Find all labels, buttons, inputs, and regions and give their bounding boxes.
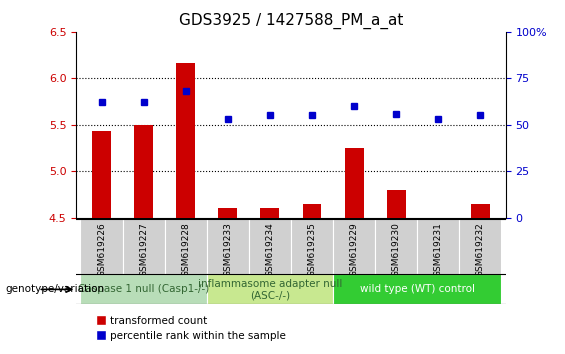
Bar	[134, 125, 153, 218]
Text: GSM619226: GSM619226	[97, 222, 106, 277]
Text: GSM619228: GSM619228	[181, 222, 190, 277]
Bar	[459, 219, 502, 274]
Bar	[164, 219, 207, 274]
Bar	[207, 274, 333, 304]
Text: GSM619230: GSM619230	[392, 222, 401, 277]
Text: wild type (WT) control: wild type (WT) control	[360, 284, 475, 295]
Text: genotype/variation: genotype/variation	[6, 284, 105, 295]
Text: GSM619233: GSM619233	[223, 222, 232, 277]
Bar	[80, 274, 207, 304]
Text: Caspase 1 null (Casp1-/-): Caspase 1 null (Casp1-/-)	[78, 284, 209, 295]
Bar	[345, 148, 364, 218]
Text: GSM619227: GSM619227	[139, 222, 148, 277]
Bar	[80, 219, 123, 274]
Bar	[260, 209, 280, 218]
Bar	[471, 204, 490, 218]
Bar	[92, 131, 111, 218]
Bar	[207, 219, 249, 274]
Text: GSM619234: GSM619234	[266, 222, 275, 277]
Bar	[375, 219, 418, 274]
Bar	[176, 63, 195, 218]
Text: GSM619232: GSM619232	[476, 222, 485, 277]
Bar	[291, 219, 333, 274]
Bar	[123, 219, 164, 274]
Text: GSM619235: GSM619235	[307, 222, 316, 277]
Title: GDS3925 / 1427588_PM_a_at: GDS3925 / 1427588_PM_a_at	[179, 13, 403, 29]
Bar	[333, 274, 502, 304]
Legend: transformed count, percentile rank within the sample: transformed count, percentile rank withi…	[93, 312, 290, 345]
Text: GSM619229: GSM619229	[350, 222, 359, 277]
Bar	[302, 204, 321, 218]
Bar	[218, 209, 237, 218]
Text: inflammasome adapter null
(ASC-/-): inflammasome adapter null (ASC-/-)	[198, 279, 342, 300]
Bar	[418, 219, 459, 274]
Text: GSM619231: GSM619231	[434, 222, 443, 277]
Bar	[387, 190, 406, 218]
Bar	[249, 219, 291, 274]
Bar	[333, 219, 375, 274]
